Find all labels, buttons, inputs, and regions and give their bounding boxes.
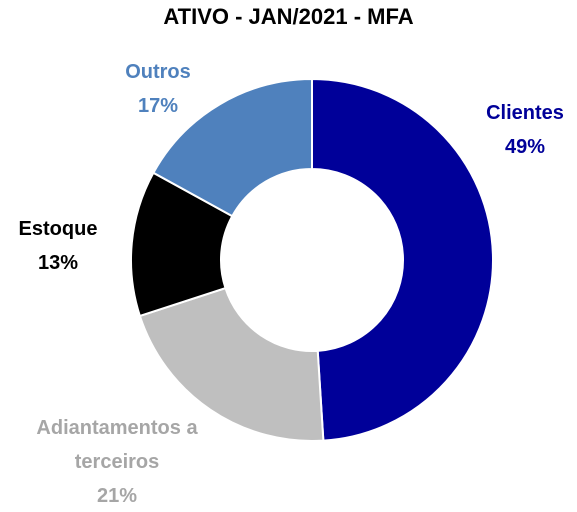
- slice-label: Outros 17%: [98, 55, 218, 123]
- category-label: Estoque: [18, 218, 98, 240]
- slice-label: Estoque 13%: [0, 212, 118, 280]
- category-label: Outros: [125, 61, 191, 83]
- chart-title: ATIVO - JAN/2021 - MFA: [163, 4, 414, 29]
- value-label: 13%: [37, 252, 79, 274]
- donut-slice: [152, 77, 313, 218]
- donut-slice: [138, 286, 325, 442]
- category-label: Adiantamentos a terceiros: [36, 417, 198, 473]
- slice-label: Clientes 49%: [465, 96, 577, 164]
- value-label: 17%: [137, 95, 179, 117]
- value-label: 49%: [504, 136, 546, 158]
- category-label: Clientes: [486, 102, 564, 124]
- slice-label: Adiantamentos a terceiros 21%: [2, 411, 232, 512]
- value-label: 21%: [96, 485, 138, 507]
- donut-slice: [311, 77, 494, 442]
